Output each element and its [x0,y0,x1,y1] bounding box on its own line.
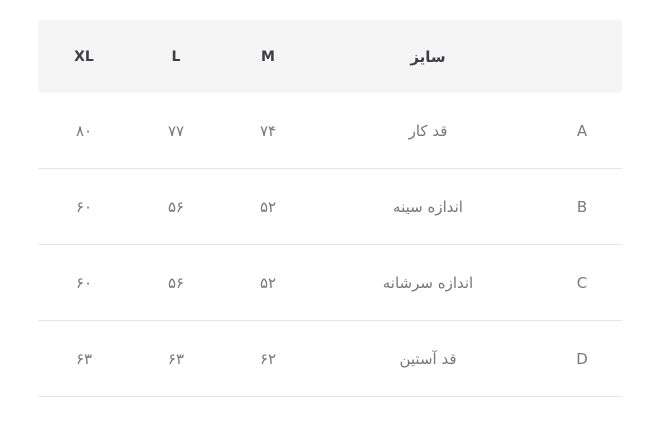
header-cell-l: L [171,48,181,65]
value-l: ۶۳ [167,349,185,368]
value-m: ۶۲ [259,349,277,368]
measure-name: قد کار [408,121,448,140]
value-m: ۵۲ [259,273,277,292]
measure-name: اندازه سرشانه [382,273,474,292]
row-label: C [576,273,588,292]
header-cell-size: سایز [410,47,446,66]
row-label: A [576,121,588,140]
value-xl: ۶۰ [75,273,93,292]
size-table-header-row: سایز M L XL [38,20,622,93]
row-label: D [576,349,588,368]
size-guide-table: سایز M L XL A قد کار ۷۴ ۷۷ ۸۰ B اندازه س… [38,20,622,397]
header-cell-m: M [261,48,275,65]
value-m: ۷۴ [259,121,277,140]
measure-name: قد آستین [399,349,457,368]
value-xl: ۶۳ [75,349,93,368]
row-label: B [576,197,588,216]
header-cell-xl: XL [74,48,94,65]
table-row-a: A قد کار ۷۴ ۷۷ ۸۰ [38,93,622,169]
value-l: ۷۷ [167,121,185,140]
measure-name: اندازه سینه [393,197,463,216]
value-xl: ۶۰ [75,197,93,216]
value-m: ۵۲ [259,197,277,216]
value-l: ۵۶ [167,273,185,292]
value-l: ۵۶ [167,197,185,216]
value-xl: ۸۰ [75,121,93,140]
table-row-b: B اندازه سینه ۵۲ ۵۶ ۶۰ [38,169,622,245]
table-row-c: C اندازه سرشانه ۵۲ ۵۶ ۶۰ [38,245,622,321]
table-row-d: D قد آستین ۶۲ ۶۳ ۶۳ [38,321,622,397]
